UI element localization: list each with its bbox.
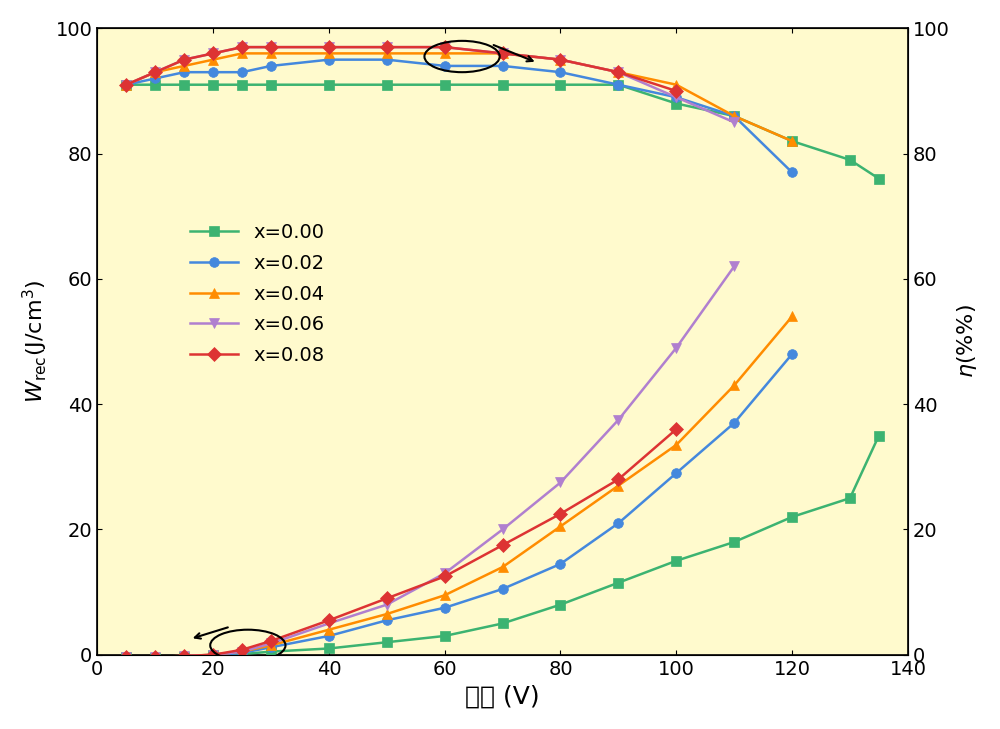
Y-axis label: $W_{\mathrm{rec}}$(J/cm$^3$): $W_{\mathrm{rec}}$(J/cm$^3$) — [21, 280, 50, 403]
X-axis label: 电压 (V): 电压 (V) — [465, 685, 540, 708]
Y-axis label: $\eta$(%%): $\eta$(%%) — [955, 305, 979, 378]
Legend: x=0.00, x=0.02, x=0.04, x=0.06, x=0.08: x=0.00, x=0.02, x=0.04, x=0.06, x=0.08 — [180, 214, 335, 375]
